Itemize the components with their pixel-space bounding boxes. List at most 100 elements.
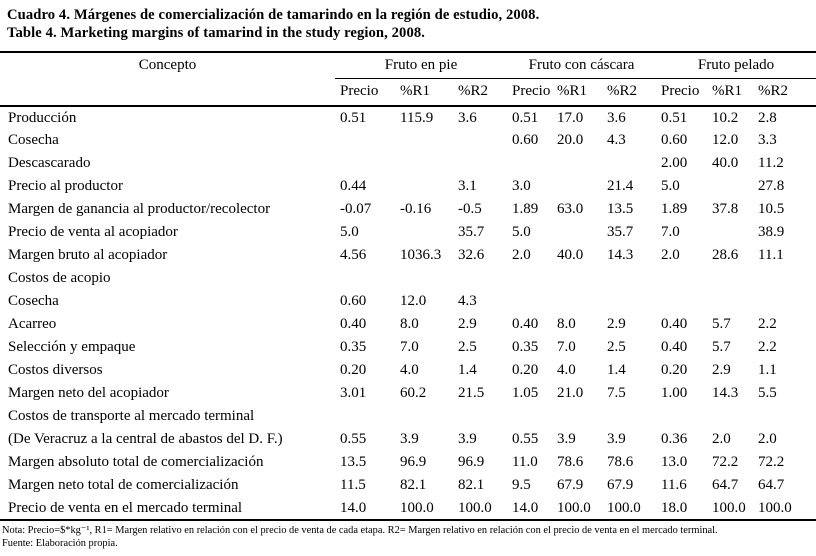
cell-value bbox=[552, 290, 602, 313]
cell-value bbox=[453, 152, 507, 175]
cell-value bbox=[707, 221, 753, 244]
cell-value: 13.0 bbox=[661, 454, 688, 470]
cell-value: 2.0 bbox=[758, 431, 777, 447]
cell-value: 3.1 bbox=[458, 178, 477, 194]
cell-value bbox=[707, 267, 753, 290]
cell-value bbox=[656, 405, 707, 428]
cell-value: -0.5 bbox=[458, 201, 482, 217]
column-header-r1-2: %R1 bbox=[552, 78, 603, 107]
sub-header-row: Precio %R1 %R2 Precio %R1 %R2 Precio %R1… bbox=[0, 78, 816, 107]
cell-value: 2.5 bbox=[607, 339, 626, 355]
table-row: Descascarado 2.00 40.0 11.2 bbox=[0, 152, 816, 175]
cell-value bbox=[453, 405, 507, 428]
cell-value bbox=[602, 405, 656, 428]
cell-value bbox=[753, 267, 816, 290]
table-caption: Cuadro 4. Márgenes de comercialización d… bbox=[7, 6, 806, 42]
table-row: Producción 0.51 115.9 3.6 0.51 17.0 3.6 … bbox=[0, 106, 816, 129]
cell-value: 27.8 bbox=[758, 178, 785, 194]
cell-value: 1.4 bbox=[607, 362, 626, 378]
cell-value bbox=[656, 267, 707, 290]
cell-value: 0.51 bbox=[340, 109, 367, 126]
cell-value: 1.00 bbox=[661, 385, 688, 401]
cell-value bbox=[656, 290, 707, 313]
group-header-row: Concepto Fruto en pie Fruto con cáscara … bbox=[0, 52, 816, 107]
cell-value: 0.35 bbox=[340, 339, 367, 355]
group-header-fruto-en-pie: Fruto en pie bbox=[335, 52, 508, 79]
cell-value: 35.7 bbox=[458, 224, 485, 240]
column-header-precio-1: Precio bbox=[335, 78, 395, 107]
cell-value: 78.6 bbox=[557, 454, 584, 470]
cell-value: 100.0 bbox=[557, 499, 591, 516]
cell-value: 28.6 bbox=[712, 247, 739, 263]
cell-value: 7.5 bbox=[607, 385, 626, 401]
column-header-precio-3: Precio bbox=[656, 78, 708, 107]
table-row: Precio de venta en el mercado terminal 1… bbox=[0, 497, 816, 520]
cell-value: -0.16 bbox=[400, 201, 432, 217]
cell-value bbox=[507, 152, 552, 175]
column-header-r2-3: %R2 bbox=[753, 78, 816, 107]
cell-value bbox=[552, 175, 602, 198]
cell-value: 4.0 bbox=[557, 362, 576, 378]
row-label: Selección y empaque bbox=[8, 339, 136, 355]
cell-value: 38.9 bbox=[758, 224, 785, 240]
cell-value: 7.0 bbox=[400, 339, 419, 355]
cell-value: 4.3 bbox=[607, 132, 626, 148]
cell-value: 0.40 bbox=[661, 339, 688, 355]
cell-value: 0.55 bbox=[340, 431, 367, 447]
cell-value: 8.0 bbox=[400, 316, 419, 332]
cell-value: 64.7 bbox=[758, 477, 785, 493]
cell-value: 3.9 bbox=[400, 431, 419, 447]
cell-value: 100.0 bbox=[400, 499, 434, 516]
cell-value: 40.0 bbox=[712, 155, 739, 171]
table-row: (De Veracruz a la central de abastos del… bbox=[0, 428, 816, 451]
cell-value: 5.7 bbox=[712, 316, 731, 332]
cell-value: 1.89 bbox=[661, 201, 688, 217]
cell-value: 0.35 bbox=[512, 339, 539, 355]
cell-value: 67.9 bbox=[557, 477, 584, 493]
cell-value: 0.51 bbox=[512, 109, 539, 126]
table-row: Precio de venta al acopiador 5.0 35.7 5.… bbox=[0, 221, 816, 244]
cell-value: 13.5 bbox=[340, 454, 367, 470]
cell-value: 0.51 bbox=[661, 109, 688, 126]
row-label: Margen de ganancia al productor/recolect… bbox=[8, 201, 271, 217]
cell-value bbox=[395, 152, 453, 175]
cell-value: 12.0 bbox=[400, 293, 427, 309]
cell-value: 8.0 bbox=[557, 316, 576, 332]
cell-value: 21.0 bbox=[557, 385, 584, 401]
cell-value: 3.3 bbox=[758, 132, 777, 148]
cell-value: 0.60 bbox=[512, 132, 539, 148]
cell-value bbox=[335, 267, 395, 290]
cell-value: 0.20 bbox=[512, 362, 539, 378]
cell-value: 0.40 bbox=[512, 316, 539, 332]
caption-english: Table 4. Marketing margins of tamarind i… bbox=[7, 25, 425, 41]
cell-value: 63.0 bbox=[557, 201, 584, 217]
cell-value: 2.8 bbox=[758, 109, 777, 126]
table-row: Costos de transporte al mercado terminal bbox=[0, 405, 816, 428]
row-label: Margen absoluto total de comercializació… bbox=[8, 454, 264, 470]
table-row: Margen de ganancia al productor/recolect… bbox=[0, 198, 816, 221]
cell-value: 2.9 bbox=[458, 316, 477, 332]
cell-value: 40.0 bbox=[557, 247, 584, 263]
cell-value: 2.00 bbox=[661, 155, 688, 171]
cell-value bbox=[335, 152, 395, 175]
cell-value: 3.9 bbox=[458, 431, 477, 447]
table-row: Margen neto del acopiador 3.01 60.2 21.5… bbox=[0, 382, 816, 405]
cell-value: 78.6 bbox=[607, 454, 634, 470]
cell-value: 1.1 bbox=[758, 362, 777, 378]
cell-value bbox=[335, 405, 395, 428]
cell-value bbox=[552, 405, 602, 428]
cell-value: 2.0 bbox=[512, 247, 531, 263]
cell-value: 1036.3 bbox=[400, 247, 442, 263]
cell-value: 18.0 bbox=[661, 499, 688, 516]
cell-value: 1.4 bbox=[458, 362, 477, 378]
row-label: Costos de transporte al mercado terminal bbox=[8, 408, 255, 424]
cell-value: 11.2 bbox=[758, 155, 784, 171]
source-line: Fuente: Elaboración propia. bbox=[2, 538, 118, 549]
cell-value: 2.9 bbox=[712, 362, 731, 378]
cell-value bbox=[335, 129, 395, 152]
column-header-precio-2: Precio bbox=[507, 78, 553, 107]
cell-value: 3.0 bbox=[512, 178, 531, 194]
marketing-margins-table: Concepto Fruto en pie Fruto con cáscara … bbox=[0, 51, 816, 521]
column-header-concepto: Concepto bbox=[0, 52, 335, 107]
cell-value: 100.0 bbox=[712, 499, 746, 516]
